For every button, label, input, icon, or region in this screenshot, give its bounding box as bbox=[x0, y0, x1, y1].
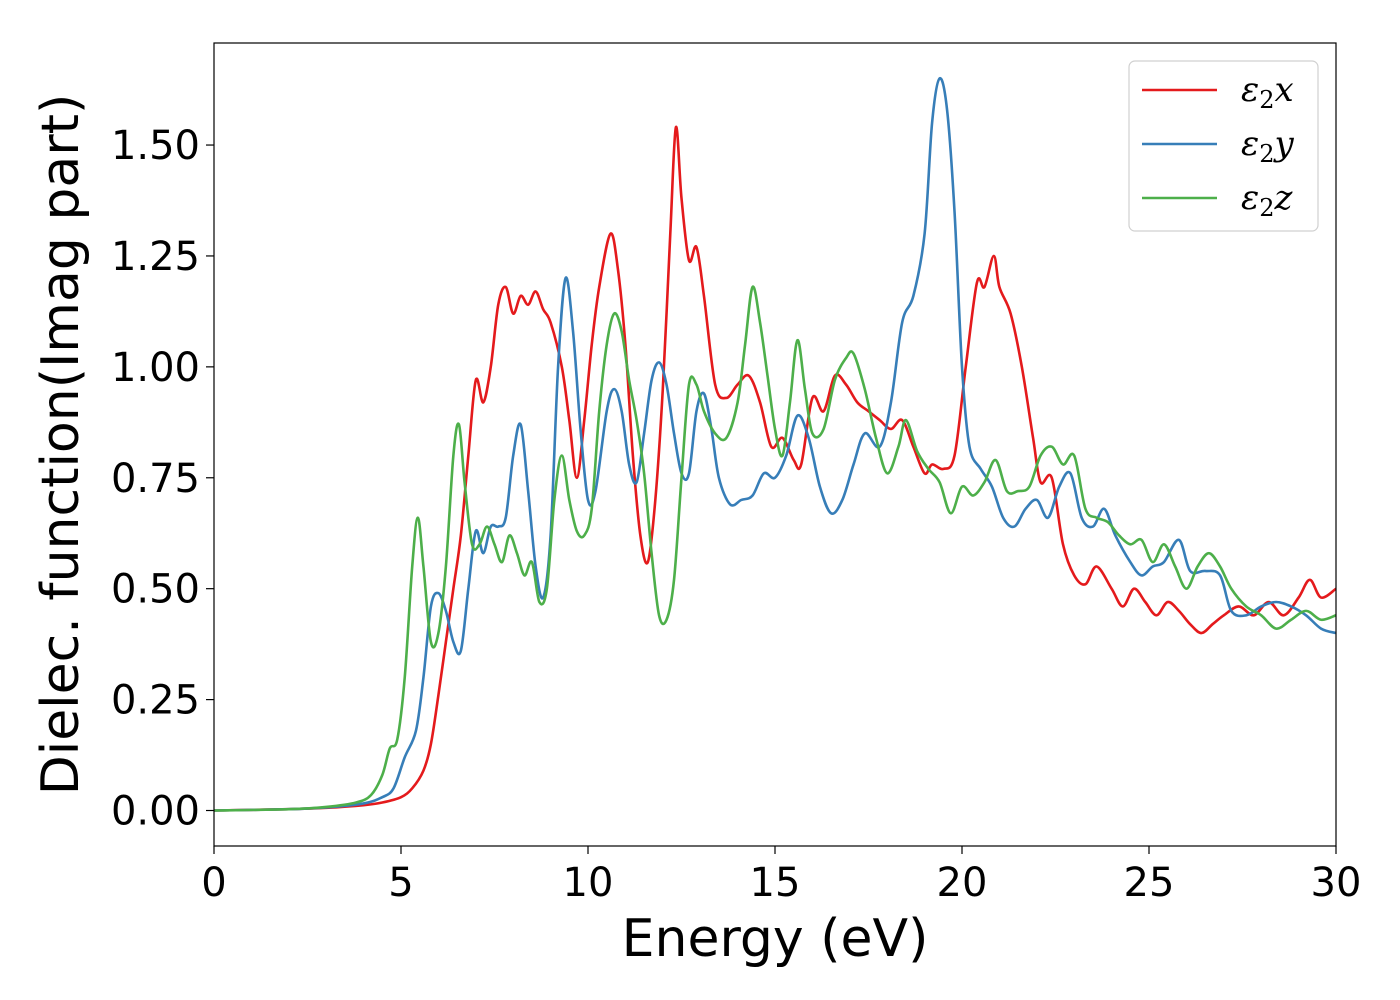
x-tick-label: 5 bbox=[388, 860, 413, 906]
y-tick-label: 1.00 bbox=[111, 345, 200, 391]
legend-component: z bbox=[1274, 178, 1294, 218]
y-axis-title: Dielec. function(Imag part) bbox=[31, 94, 91, 796]
legend-component: y bbox=[1273, 124, 1295, 164]
legend-label-z: ε2z bbox=[1241, 178, 1294, 222]
legend-subscript: 2 bbox=[1259, 194, 1274, 222]
legend-label-x: ε2x bbox=[1241, 70, 1294, 114]
y-tick-label: 1.50 bbox=[111, 123, 200, 169]
x-tick-label: 20 bbox=[937, 860, 988, 906]
legend-symbol: ε bbox=[1241, 178, 1259, 218]
y-tick-label: 1.25 bbox=[111, 234, 200, 280]
series-line-z bbox=[213, 285, 1337, 812]
legend-box bbox=[1128, 60, 1319, 232]
series-layer bbox=[213, 76, 1337, 812]
y-tick-label: 0.50 bbox=[111, 567, 200, 613]
x-tick-label: 15 bbox=[750, 860, 801, 906]
legend-symbol: ε bbox=[1241, 124, 1259, 164]
legend-label-y: ε2y bbox=[1241, 124, 1295, 168]
y-tick-label: 0.75 bbox=[111, 456, 200, 502]
legend-subscript: 2 bbox=[1259, 86, 1274, 114]
series-line-y bbox=[213, 76, 1337, 812]
legend-subscript: 2 bbox=[1259, 140, 1274, 168]
x-axis: 0 5 10 15 20 25 30 bbox=[201, 846, 1361, 906]
x-axis-title: Energy (eV) bbox=[622, 909, 929, 969]
y-axis: 0.00 0.25 0.50 0.75 1.00 1.25 1.50 bbox=[111, 123, 214, 835]
series-line-x bbox=[213, 125, 1337, 812]
y-tick-label: 0.00 bbox=[111, 789, 200, 835]
x-tick-label: 30 bbox=[1311, 860, 1362, 906]
x-tick-label: 0 bbox=[201, 860, 226, 906]
x-tick-label: 10 bbox=[563, 860, 614, 906]
y-tick-label: 0.25 bbox=[111, 678, 200, 724]
x-tick-label: 25 bbox=[1124, 860, 1175, 906]
legend-symbol: ε bbox=[1241, 70, 1259, 110]
legend-component: x bbox=[1275, 70, 1294, 110]
